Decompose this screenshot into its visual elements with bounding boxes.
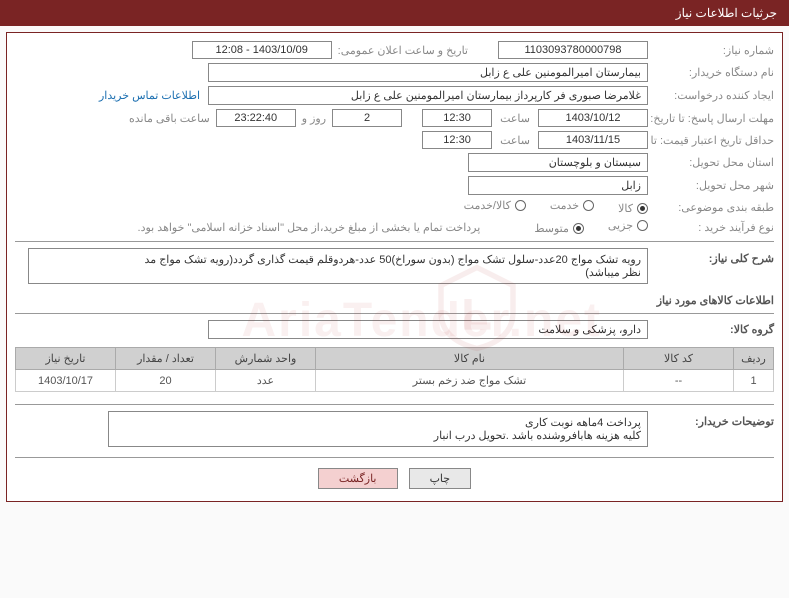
row-buyer-org: نام دستگاه خریدار: بیمارستان امیرالمومنی… — [15, 63, 774, 82]
label-process-type: نوع فرآیند خرید : — [654, 221, 774, 234]
row-need-number: شماره نیاز: 1103093780000798 تاریخ و ساع… — [15, 41, 774, 59]
label-goods-group: گروه کالا: — [654, 323, 774, 336]
radio-icon — [583, 200, 594, 211]
label-remain-suffix: ساعت باقی مانده — [129, 112, 210, 125]
field-goods-group: دارو، پزشکی و سلامت — [208, 320, 648, 339]
radio-icon — [637, 220, 648, 231]
divider-1 — [15, 241, 774, 242]
table-header-cell: نام کالا — [316, 348, 624, 370]
category-radio-group: کالا خدمت کالا/خدمت — [440, 199, 648, 215]
category-radio-0[interactable]: کالا — [612, 202, 648, 215]
row-category: طبقه بندی موضوعی: کالا خدمت کالا/خدمت — [15, 199, 774, 215]
divider-4 — [15, 457, 774, 458]
row-process-type: نوع فرآیند خرید : جزیی متوسط پرداخت تمام … — [15, 219, 774, 235]
label-announce-dt: تاریخ و ساعت اعلان عمومی: — [338, 44, 468, 57]
field-need-desc: رویه تشک مواج 20عدد-سلول تشک مواج (بدون … — [28, 248, 648, 284]
radio-icon — [515, 200, 526, 211]
field-buyer-note: پرداخت 4ماهه نوبت کاری کلیه هزینه هابافر… — [108, 411, 648, 447]
main-panel: AriaTender.net شماره نیاز: 1103093780000… — [6, 32, 783, 502]
table-header-cell: کد کالا — [624, 348, 734, 370]
label-deadline-timeword: ساعت — [500, 112, 530, 125]
label-price-timeword: ساعت — [500, 134, 530, 147]
back-button[interactable]: بازگشت — [318, 468, 398, 489]
field-price-date: 1403/11/15 — [538, 131, 648, 149]
table-cell: عدد — [216, 370, 316, 392]
label-need-desc: شرح کلی نیاز: — [654, 248, 774, 265]
radio-label: کالا/خدمت — [464, 199, 511, 212]
radio-label: متوسط — [534, 222, 569, 235]
radio-icon — [573, 223, 584, 234]
radio-label: خدمت — [550, 199, 579, 212]
row-delivery-city: شهر محل تحویل: زابل — [15, 176, 774, 195]
divider-3 — [15, 404, 774, 405]
table-cell: 1 — [734, 370, 774, 392]
table-header-cell: ردیف — [734, 348, 774, 370]
row-buyer-note: توضیحات خریدار: پرداخت 4ماهه نوبت کاری ک… — [15, 411, 774, 447]
table-header-cell: تعداد / مقدار — [116, 348, 216, 370]
row-need-desc: شرح کلی نیاز: رویه تشک مواج 20عدد-سلول ت… — [15, 248, 774, 284]
field-deadline-time: 12:30 — [422, 109, 492, 127]
label-price-validity: حداقل تاریخ اعتبار قیمت: تا تاریخ: — [654, 134, 774, 147]
divider-2 — [15, 313, 774, 314]
label-delivery-city: شهر محل تحویل: — [654, 179, 774, 192]
field-remain-time: 23:22:40 — [216, 109, 296, 127]
label-buyer-note: توضیحات خریدار: — [654, 411, 774, 428]
link-contact-buyer[interactable]: اطلاعات تماس خریدار — [99, 89, 200, 102]
radio-icon — [637, 203, 648, 214]
category-radio-2[interactable]: کالا/خدمت — [458, 199, 526, 212]
table-cell: 20 — [116, 370, 216, 392]
process-radio-group: جزیی متوسط — [510, 219, 648, 235]
row-price-validity: حداقل تاریخ اعتبار قیمت: تا تاریخ: 1403/… — [15, 131, 774, 149]
page-header: جرثیات اطلاعات نیاز — [0, 0, 789, 26]
table-header-cell: واحد شمارش — [216, 348, 316, 370]
row-delivery-province: استان محل تحویل: سیستان و بلوچستان — [15, 153, 774, 172]
field-need-number: 1103093780000798 — [498, 41, 648, 59]
row-goods-group: گروه کالا: دارو، پزشکی و سلامت — [15, 320, 774, 339]
field-buyer-org: بیمارستان امیرالمومنین علی ع زابل — [208, 63, 648, 82]
field-announce-dt: 1403/10/09 - 12:08 — [192, 41, 332, 59]
label-delivery-province: استان محل تحویل: — [654, 156, 774, 169]
field-remain-days: 2 — [332, 109, 402, 127]
process-note: پرداخت تمام یا بخشی از مبلغ خرید،از محل … — [138, 221, 481, 234]
row-deadline-send: مهلت ارسال پاسخ: تا تاریخ: 1403/10/12 سا… — [15, 109, 774, 127]
field-delivery-city: زابل — [468, 176, 648, 195]
items-table-body: 1--تشک مواج ضد زخم بسترعدد201403/10/17 — [16, 370, 774, 392]
label-remain-days-suffix: روز و — [302, 112, 326, 125]
table-header-cell: تاریخ نیاز — [16, 348, 116, 370]
print-button[interactable]: چاپ — [409, 468, 472, 489]
label-requester: ایجاد کننده درخواست: — [654, 89, 774, 102]
label-buyer-org: نام دستگاه خریدار: — [654, 66, 774, 79]
table-cell: -- — [624, 370, 734, 392]
table-row: 1--تشک مواج ضد زخم بسترعدد201403/10/17 — [16, 370, 774, 392]
items-table-header: ردیفکد کالانام کالاواحد شمارشتعداد / مقد… — [16, 348, 774, 370]
row-requester: ایجاد کننده درخواست: غلامرضا صبوری فر کا… — [15, 86, 774, 105]
label-category: طبقه بندی موضوعی: — [654, 201, 774, 214]
field-delivery-province: سیستان و بلوچستان — [468, 153, 648, 172]
field-deadline-date: 1403/10/12 — [538, 109, 648, 127]
table-cell: 1403/10/17 — [16, 370, 116, 392]
process-radio-0[interactable]: جزیی — [602, 219, 648, 232]
category-radio-1[interactable]: خدمت — [544, 199, 594, 212]
page-title: جرثیات اطلاعات نیاز — [676, 6, 777, 20]
process-radio-1[interactable]: متوسط — [528, 222, 584, 235]
label-deadline-send: مهلت ارسال پاسخ: تا تاریخ: — [654, 112, 774, 125]
button-row: چاپ بازگشت — [15, 468, 774, 489]
radio-label: کالا — [618, 202, 633, 215]
radio-label: جزیی — [608, 219, 633, 232]
items-table: ردیفکد کالانام کالاواحد شمارشتعداد / مقد… — [15, 347, 774, 392]
table-cell: تشک مواج ضد زخم بستر — [316, 370, 624, 392]
label-need-number: شماره نیاز: — [654, 44, 774, 57]
field-requester: غلامرضا صبوری فر کارپرداز بیمارستان امیر… — [208, 86, 648, 105]
field-price-time: 12:30 — [422, 131, 492, 149]
section-title-goods: اطلاعات کالاهای مورد نیاز — [15, 294, 774, 307]
